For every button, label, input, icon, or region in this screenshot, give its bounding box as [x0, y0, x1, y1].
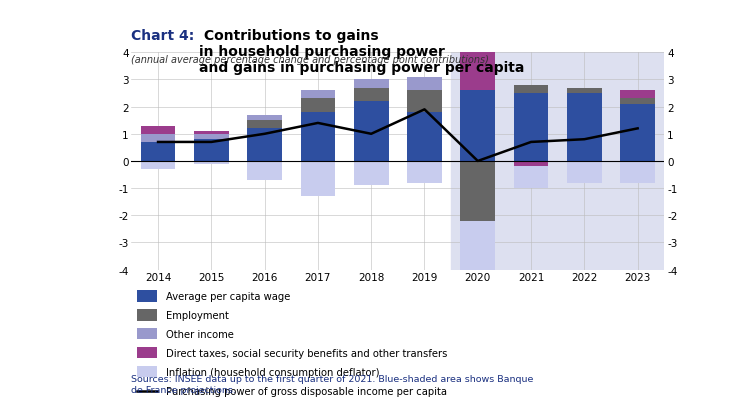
Bar — [451, 53, 664, 270]
Bar — [514, 85, 548, 94]
Bar — [354, 80, 388, 88]
Bar — [567, 88, 602, 94]
Text: Sources: INSEE data up to the first quarter of 2021. Blue-shaded area shows Banq: Sources: INSEE data up to the first quar… — [131, 374, 534, 393]
Bar — [247, 115, 282, 121]
Bar — [247, 162, 282, 180]
Bar — [141, 162, 175, 170]
Bar — [137, 328, 157, 339]
Bar — [301, 162, 335, 197]
Bar — [620, 105, 655, 162]
Bar — [354, 162, 388, 186]
Bar — [194, 135, 228, 140]
Bar — [301, 91, 335, 99]
Text: Inflation (household consumption deflator): Inflation (household consumption deflato… — [166, 367, 380, 377]
Bar — [407, 78, 442, 91]
Bar — [137, 366, 157, 378]
Bar — [514, 167, 548, 189]
Bar — [620, 162, 655, 183]
Bar — [461, 221, 495, 319]
Bar — [141, 126, 175, 135]
Bar — [137, 290, 157, 302]
Bar — [514, 94, 548, 162]
Bar — [194, 162, 228, 164]
Bar — [354, 102, 388, 162]
Bar — [461, 91, 495, 162]
Bar — [301, 99, 335, 113]
Bar — [567, 94, 602, 162]
Bar — [194, 132, 228, 135]
Bar — [194, 140, 228, 162]
Bar — [247, 121, 282, 129]
Bar — [247, 129, 282, 162]
Bar — [514, 162, 548, 167]
Text: Chart 4:: Chart 4: — [131, 29, 195, 43]
Bar — [141, 135, 175, 143]
Text: Average per capita wage: Average per capita wage — [166, 291, 291, 301]
Text: Contributions to gains
in household purchasing power
and gains in purchasing pow: Contributions to gains in household purc… — [199, 29, 525, 75]
Bar — [407, 113, 442, 162]
Bar — [461, 162, 495, 221]
Bar — [137, 309, 157, 321]
Bar — [301, 113, 335, 162]
Text: (annual average percentage change and percentage point contributions): (annual average percentage change and pe… — [131, 55, 489, 65]
Text: Employment: Employment — [166, 310, 229, 320]
Text: Purchasing power of gross disposable income per capita: Purchasing power of gross disposable inc… — [166, 386, 447, 396]
Bar — [407, 91, 442, 113]
Bar — [620, 99, 655, 105]
Text: Direct taxes, social security benefits and other transfers: Direct taxes, social security benefits a… — [166, 348, 447, 358]
Bar — [141, 143, 175, 162]
Bar — [137, 347, 157, 359]
Text: Other income: Other income — [166, 329, 234, 339]
Bar — [407, 162, 442, 183]
Bar — [354, 88, 388, 102]
Bar — [461, 0, 495, 91]
Bar — [567, 162, 602, 183]
Bar — [620, 91, 655, 99]
